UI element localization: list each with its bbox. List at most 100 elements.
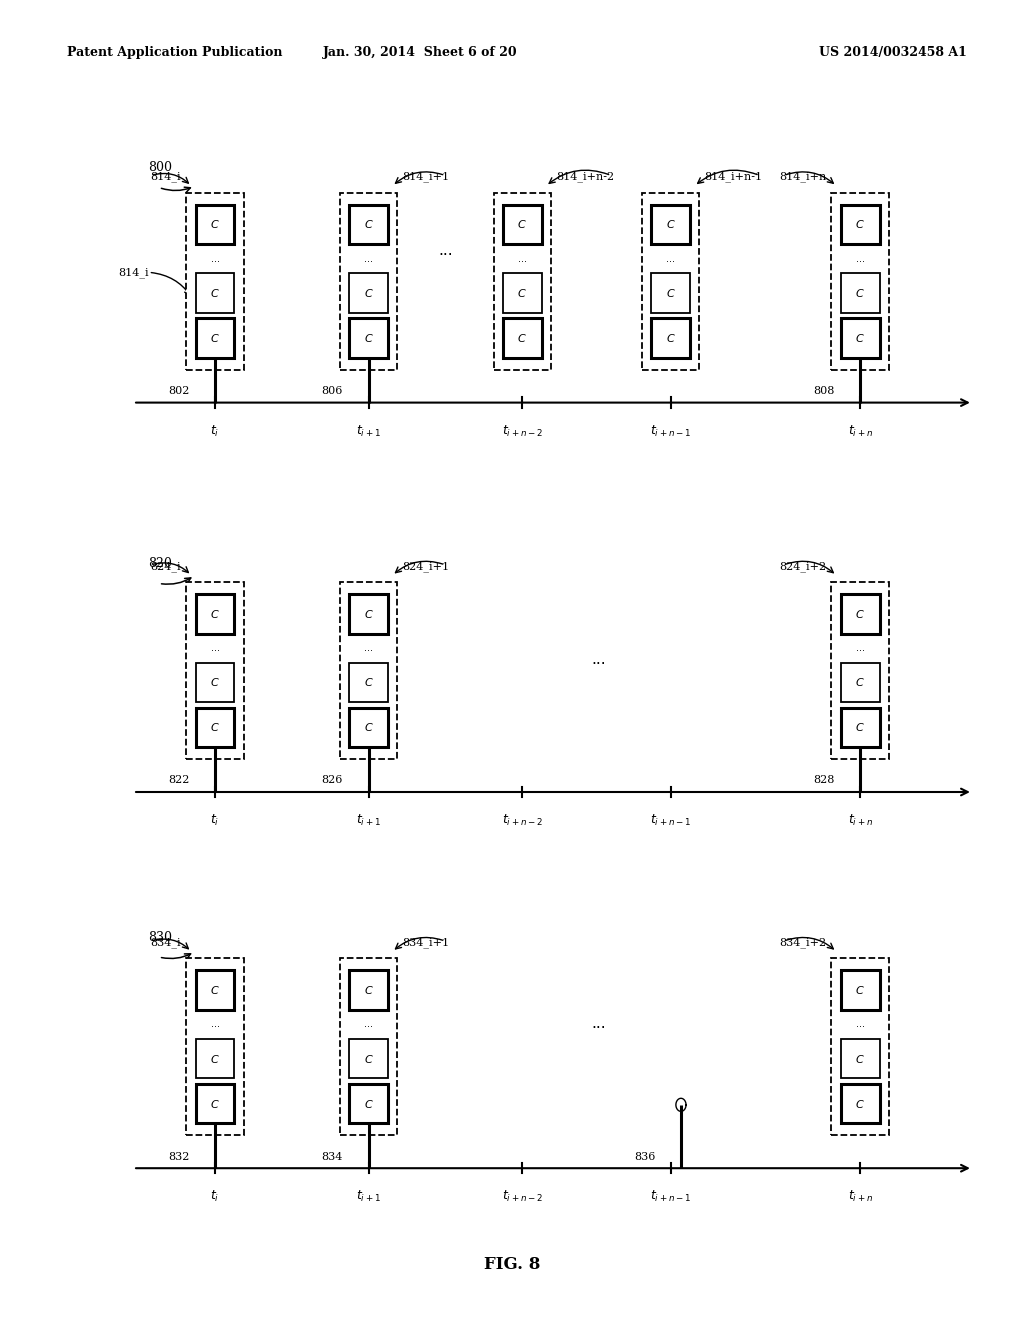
Text: ...: ... xyxy=(211,643,219,653)
Bar xyxy=(841,205,880,244)
Bar xyxy=(340,958,397,1135)
Text: $C$: $C$ xyxy=(855,331,865,345)
Text: $C$: $C$ xyxy=(210,721,220,734)
Text: $C$: $C$ xyxy=(364,607,374,620)
Text: 824_i: 824_i xyxy=(151,561,181,572)
Bar xyxy=(349,273,388,313)
Text: $t_i$: $t_i$ xyxy=(210,1189,220,1204)
Bar xyxy=(651,205,690,244)
Text: $C$: $C$ xyxy=(517,218,527,231)
Bar xyxy=(503,205,542,244)
Bar xyxy=(186,582,244,759)
Text: $C$: $C$ xyxy=(210,286,220,300)
Text: 802: 802 xyxy=(168,385,189,396)
Text: $C$: $C$ xyxy=(666,218,676,231)
Text: $C$: $C$ xyxy=(666,286,676,300)
Text: 800: 800 xyxy=(148,161,172,174)
Bar xyxy=(841,970,880,1010)
Text: 808: 808 xyxy=(813,385,835,396)
Text: 824_i+2: 824_i+2 xyxy=(779,561,826,572)
Text: ...: ... xyxy=(211,253,219,264)
Bar xyxy=(196,205,234,244)
Text: $C$: $C$ xyxy=(364,983,374,997)
Bar xyxy=(841,708,880,747)
Text: $C$: $C$ xyxy=(210,1052,220,1065)
Text: $C$: $C$ xyxy=(364,286,374,300)
Bar xyxy=(841,318,880,358)
Text: 826: 826 xyxy=(322,775,343,785)
Text: $t_{i+n}$: $t_{i+n}$ xyxy=(848,813,872,828)
Text: ...: ... xyxy=(211,1019,219,1030)
Text: $C$: $C$ xyxy=(210,676,220,689)
Text: 824_i+1: 824_i+1 xyxy=(402,561,450,572)
Text: $C$: $C$ xyxy=(364,1052,374,1065)
Bar xyxy=(340,582,397,759)
Bar xyxy=(349,1084,388,1123)
Text: 834: 834 xyxy=(322,1151,343,1162)
Text: US 2014/0032458 A1: US 2014/0032458 A1 xyxy=(819,46,967,59)
Bar xyxy=(196,318,234,358)
Text: 836: 836 xyxy=(634,1151,655,1162)
Text: 820: 820 xyxy=(148,557,172,570)
Bar xyxy=(349,708,388,747)
Text: $t_{i+n-1}$: $t_{i+n-1}$ xyxy=(650,424,691,438)
Text: 834_i+2: 834_i+2 xyxy=(779,937,826,948)
Bar xyxy=(841,594,880,634)
Text: $C$: $C$ xyxy=(666,331,676,345)
Bar xyxy=(494,193,551,370)
Text: $t_{i+n-2}$: $t_{i+n-2}$ xyxy=(502,813,543,828)
Text: $C$: $C$ xyxy=(364,1097,374,1110)
Text: ...: ... xyxy=(365,1019,373,1030)
Text: $t_{i+n-2}$: $t_{i+n-2}$ xyxy=(502,424,543,438)
Text: $C$: $C$ xyxy=(210,1097,220,1110)
Bar xyxy=(349,663,388,702)
Text: $C$: $C$ xyxy=(855,607,865,620)
Text: ...: ... xyxy=(518,253,526,264)
Bar xyxy=(196,1084,234,1123)
Text: ...: ... xyxy=(438,243,453,259)
Text: ...: ... xyxy=(856,253,864,264)
Text: $C$: $C$ xyxy=(210,983,220,997)
Text: $t_{i+n}$: $t_{i+n}$ xyxy=(848,1189,872,1204)
Text: ...: ... xyxy=(592,652,606,668)
Text: $t_{i+n-1}$: $t_{i+n-1}$ xyxy=(650,1189,691,1204)
Bar xyxy=(831,958,889,1135)
Bar xyxy=(841,663,880,702)
Bar xyxy=(841,1039,880,1078)
Text: $t_i$: $t_i$ xyxy=(210,813,220,828)
Text: FIG. 8: FIG. 8 xyxy=(483,1257,541,1272)
Text: $t_{i+n-1}$: $t_{i+n-1}$ xyxy=(650,813,691,828)
Text: 830: 830 xyxy=(148,931,172,944)
Text: $C$: $C$ xyxy=(364,218,374,231)
Text: $C$: $C$ xyxy=(364,331,374,345)
Text: $t_{i+1}$: $t_{i+1}$ xyxy=(356,1189,381,1204)
Text: $C$: $C$ xyxy=(364,676,374,689)
Bar xyxy=(831,193,889,370)
Text: ...: ... xyxy=(667,253,675,264)
Text: Patent Application Publication: Patent Application Publication xyxy=(67,46,282,59)
Text: 814_i: 814_i xyxy=(151,172,181,182)
Text: 834_i: 834_i xyxy=(151,937,181,948)
Bar xyxy=(186,193,244,370)
Bar xyxy=(349,1039,388,1078)
Bar xyxy=(196,273,234,313)
Bar xyxy=(841,1084,880,1123)
Bar xyxy=(349,594,388,634)
Text: $t_{i+1}$: $t_{i+1}$ xyxy=(356,813,381,828)
Bar xyxy=(196,1039,234,1078)
Text: 814_i+n-1: 814_i+n-1 xyxy=(705,172,763,182)
Text: ...: ... xyxy=(365,643,373,653)
Bar xyxy=(503,273,542,313)
Text: $C$: $C$ xyxy=(855,218,865,231)
Text: ...: ... xyxy=(365,253,373,264)
Bar xyxy=(340,193,397,370)
Text: $C$: $C$ xyxy=(517,331,527,345)
Text: $t_i$: $t_i$ xyxy=(210,424,220,438)
Text: $t_{i+n-2}$: $t_{i+n-2}$ xyxy=(502,1189,543,1204)
Bar xyxy=(642,193,699,370)
Bar xyxy=(196,663,234,702)
Bar xyxy=(349,970,388,1010)
Text: 814_i+n: 814_i+n xyxy=(779,172,826,182)
Text: $C$: $C$ xyxy=(364,721,374,734)
Text: $C$: $C$ xyxy=(855,286,865,300)
